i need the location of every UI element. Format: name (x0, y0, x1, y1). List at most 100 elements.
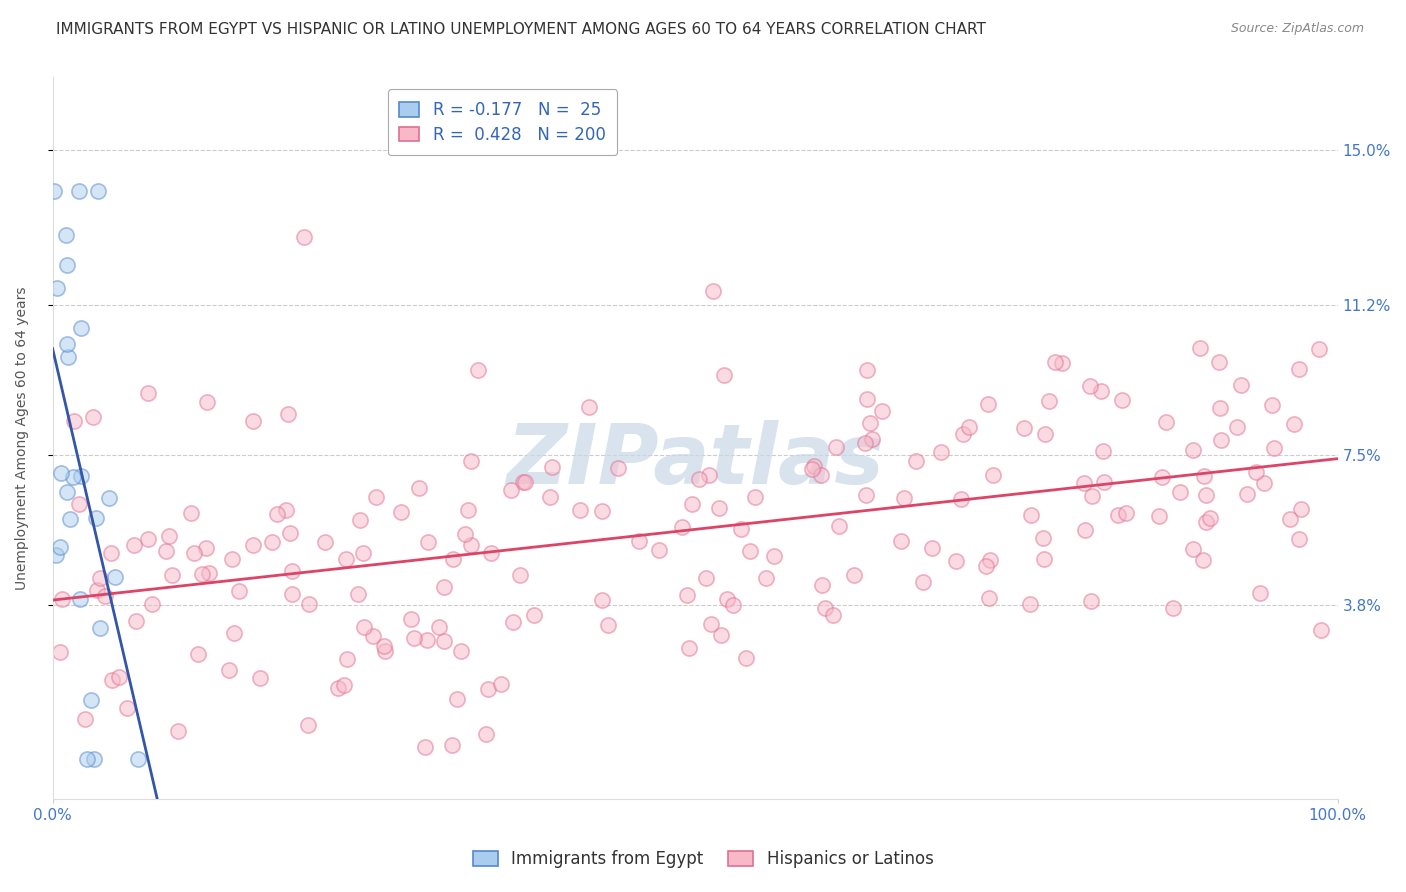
Point (315, 535, 337, 549)
Point (709, 500, 731, 515)
Point (195, 541, 218, 555)
Point (1019, 597, 1042, 611)
Point (1090, 384, 1112, 399)
Point (125, 614, 148, 628)
Point (42, 184, 65, 198)
Point (921, 541, 943, 555)
Text: ZIPatlas: ZIPatlas (506, 419, 884, 500)
Point (408, 481, 430, 495)
Point (810, 468, 832, 483)
Point (974, 559, 997, 574)
Point (1194, 488, 1216, 502)
Y-axis label: Unemployment Among Ages 60 to 64 years: Unemployment Among Ages 60 to 64 years (15, 286, 30, 591)
Point (502, 615, 524, 629)
Point (69, 591, 91, 606)
Point (730, 522, 752, 536)
Point (569, 502, 592, 516)
Point (825, 440, 848, 454)
Point (416, 535, 439, 549)
Point (1111, 393, 1133, 408)
Point (389, 505, 412, 519)
Point (366, 490, 388, 504)
Point (515, 475, 537, 489)
Point (89, 621, 111, 635)
Point (491, 677, 513, 691)
Point (697, 468, 720, 483)
Point (801, 462, 824, 476)
Point (699, 616, 721, 631)
Point (332, 678, 354, 692)
Point (155, 544, 177, 558)
Point (138, 385, 160, 400)
Point (67, 497, 90, 511)
Point (842, 568, 865, 582)
Point (167, 724, 190, 739)
Point (1080, 594, 1102, 608)
Point (55, 336, 77, 351)
Point (1236, 487, 1258, 501)
Point (828, 519, 851, 533)
Point (596, 618, 619, 632)
Point (1195, 515, 1218, 529)
Point (977, 396, 1000, 410)
Point (981, 467, 1004, 482)
Point (523, 608, 546, 623)
Point (1033, 426, 1056, 441)
Point (294, 230, 316, 244)
Point (1050, 356, 1073, 370)
Point (450, 643, 472, 657)
Point (260, 535, 283, 549)
Point (1107, 508, 1129, 522)
Point (929, 444, 952, 458)
Point (298, 598, 321, 612)
Point (48, 645, 70, 659)
Point (710, 628, 733, 642)
Point (1226, 419, 1249, 434)
Point (1078, 379, 1101, 393)
Point (1091, 444, 1114, 458)
Point (860, 432, 883, 446)
Point (1038, 393, 1060, 408)
Point (803, 459, 825, 474)
Point (695, 571, 717, 585)
Point (1092, 475, 1115, 489)
Point (51, 592, 73, 607)
Point (1073, 476, 1095, 491)
Point (157, 529, 180, 543)
Point (1278, 512, 1301, 526)
Point (58, 350, 80, 364)
Point (242, 538, 264, 552)
Point (762, 549, 785, 564)
Point (402, 631, 425, 645)
Point (441, 551, 464, 566)
Point (1150, 470, 1173, 484)
Point (180, 506, 202, 520)
Legend: R = -0.177   N =  25, R =  0.428   N = 200: R = -0.177 N = 25, R = 0.428 N = 200 (388, 89, 617, 155)
Point (124, 537, 146, 551)
Point (979, 591, 1001, 605)
Point (117, 701, 139, 715)
Point (242, 414, 264, 428)
Point (1181, 541, 1204, 556)
Point (1188, 342, 1211, 356)
Point (1115, 506, 1137, 520)
Point (76, 752, 98, 766)
Point (63, 414, 86, 428)
Point (183, 546, 205, 560)
Point (187, 647, 209, 661)
Point (101, 673, 124, 688)
Point (1154, 416, 1177, 430)
Point (1198, 511, 1220, 525)
Point (1080, 489, 1102, 503)
Point (1191, 553, 1213, 567)
Point (1161, 600, 1184, 615)
Point (744, 490, 766, 504)
Point (460, 453, 482, 467)
Point (107, 670, 129, 684)
Point (479, 546, 502, 560)
Point (823, 608, 845, 623)
Point (1043, 355, 1066, 369)
Point (69, 320, 91, 334)
Point (446, 692, 468, 706)
Point (1074, 523, 1097, 537)
